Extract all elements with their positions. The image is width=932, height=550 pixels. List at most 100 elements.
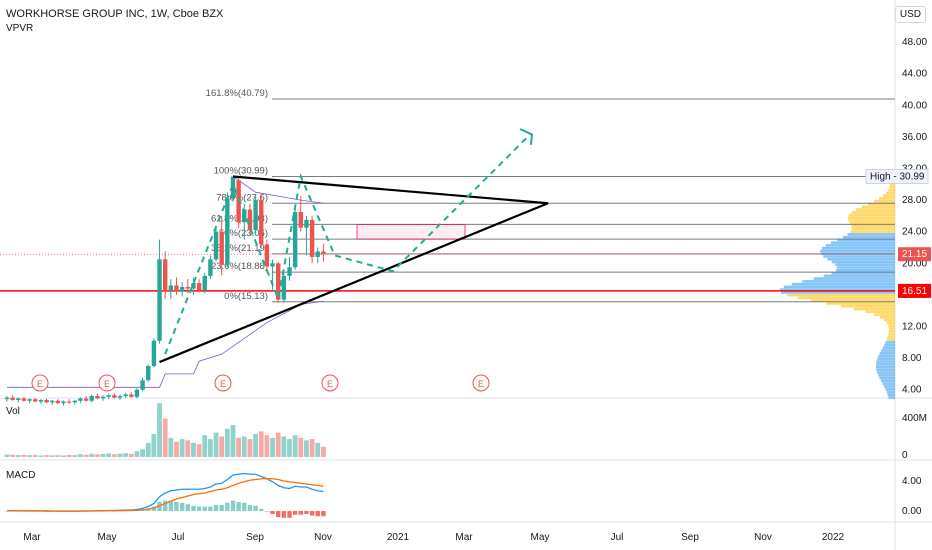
- macd-histogram-bar: [157, 502, 162, 511]
- volume-bar: [61, 455, 66, 457]
- candle-body: [292, 211, 298, 268]
- volume-profile-bar: [876, 365, 895, 369]
- candle-body: [225, 198, 230, 265]
- volume-profile-bar: [883, 194, 895, 197]
- price-tag-support: [898, 283, 931, 298]
- volume-profile-bar: [888, 188, 895, 192]
- volume-bar: [78, 454, 83, 457]
- macd-histogram-bar: [281, 511, 287, 518]
- volume-bar: [202, 435, 208, 457]
- candle-body: [298, 211, 303, 228]
- macd-histogram-bar: [315, 511, 320, 517]
- volume-profile-bar: [831, 271, 895, 275]
- candle-body: [276, 263, 281, 300]
- volume-profile-bar: [885, 340, 895, 344]
- earnings-marker: [31, 374, 49, 392]
- volume-bar: [179, 439, 185, 457]
- volume-axis-label: 0: [902, 450, 908, 461]
- volume-bar: [213, 432, 219, 457]
- volume-bar: [83, 454, 89, 457]
- candle-body: [270, 263, 275, 267]
- candle-body: [163, 259, 168, 291]
- volume-profile-bar: [840, 304, 895, 308]
- price-tick-label: 20.00: [902, 258, 927, 269]
- price-tick-label: 44.00: [902, 69, 927, 80]
- high-price-label: High - 30.99: [870, 171, 925, 182]
- volume-profile-bar: [879, 376, 895, 380]
- volume-bar: [236, 437, 242, 457]
- volume-profile-bar: [854, 307, 895, 311]
- volume-profile-bar: [877, 357, 895, 361]
- volume-profile-bar: [888, 329, 895, 333]
- candle-body: [106, 395, 111, 397]
- volume-profile-bar: [865, 310, 895, 314]
- volume-profile-bar: [823, 255, 895, 258]
- candle-body: [112, 395, 117, 398]
- candle-body: [100, 396, 106, 399]
- candle-body: [129, 394, 134, 397]
- price-tick-label: 40.00: [902, 100, 927, 111]
- volume-profile-bar: [890, 183, 895, 186]
- price-tag-last: [898, 247, 931, 262]
- volume-profile-bar: [873, 313, 895, 316]
- volume-bar: [281, 436, 287, 457]
- volume-profile-bar: [791, 282, 895, 286]
- macd-histogram-bar: [196, 506, 202, 511]
- signal-line: [7, 478, 324, 512]
- volume-profile-bar: [783, 285, 895, 289]
- macd-histogram-bar: [276, 511, 281, 517]
- volume-profile-bar: [848, 219, 895, 222]
- volume-profile-bar: [835, 263, 895, 267]
- volume-bar: [196, 444, 202, 457]
- time-tick-label: 2022: [822, 532, 845, 543]
- volume-profile-bar: [835, 269, 895, 272]
- earnings-marker: [321, 374, 339, 392]
- candle-body: [174, 285, 179, 292]
- time-tick-label: 2021: [387, 532, 410, 543]
- candle-body: [95, 396, 100, 399]
- candle-body: [72, 400, 77, 403]
- volume-bar: [95, 454, 100, 457]
- candle-body: [61, 401, 66, 404]
- volume-bar: [174, 441, 179, 457]
- volume-bar: [219, 436, 225, 457]
- price-tick-label: 28.00: [902, 195, 927, 206]
- candle-body: [4, 397, 10, 400]
- macd-histogram-bar: [259, 508, 264, 511]
- candle-body: [213, 231, 219, 260]
- volume-bar: [10, 454, 16, 457]
- volume-profile-bar: [877, 371, 895, 374]
- earnings-marker: [472, 374, 490, 392]
- candle-body: [253, 200, 258, 231]
- candle-body: [78, 398, 83, 401]
- indicator-label: VPVR: [6, 23, 34, 34]
- volume-profile-bar: [831, 241, 895, 244]
- volume-profile-bar: [851, 224, 895, 228]
- volume-bar: [162, 418, 168, 457]
- volume-bar: [145, 442, 151, 457]
- volume-bar: [275, 432, 281, 457]
- candle-body: [304, 219, 309, 228]
- macd-histogram-bar: [168, 500, 174, 511]
- volume-bar: [264, 435, 270, 457]
- candle-body: [140, 380, 145, 390]
- volume-bar: [241, 436, 247, 457]
- volume-profile-bar: [879, 351, 895, 355]
- macd-pane-label: MACD: [6, 470, 35, 481]
- volume-bar: [21, 454, 27, 457]
- volume-bar: [89, 453, 95, 457]
- macd-histogram-bar: [298, 511, 303, 515]
- volume-profile-bar: [876, 368, 895, 372]
- macd-histogram-bar: [270, 511, 275, 514]
- volume-profile-bar: [880, 379, 895, 383]
- candle-body: [117, 396, 123, 398]
- volume-profile-bar: [831, 260, 895, 264]
- currency-button[interactable]: USD: [894, 6, 926, 23]
- candle-body: [264, 244, 270, 267]
- macd-histogram-bar: [287, 511, 292, 518]
- time-tick-label: Sep: [681, 532, 699, 543]
- volume-bar: [258, 431, 264, 457]
- fib-zone-box: [356, 224, 466, 240]
- macd-histogram-bar: [264, 511, 270, 512]
